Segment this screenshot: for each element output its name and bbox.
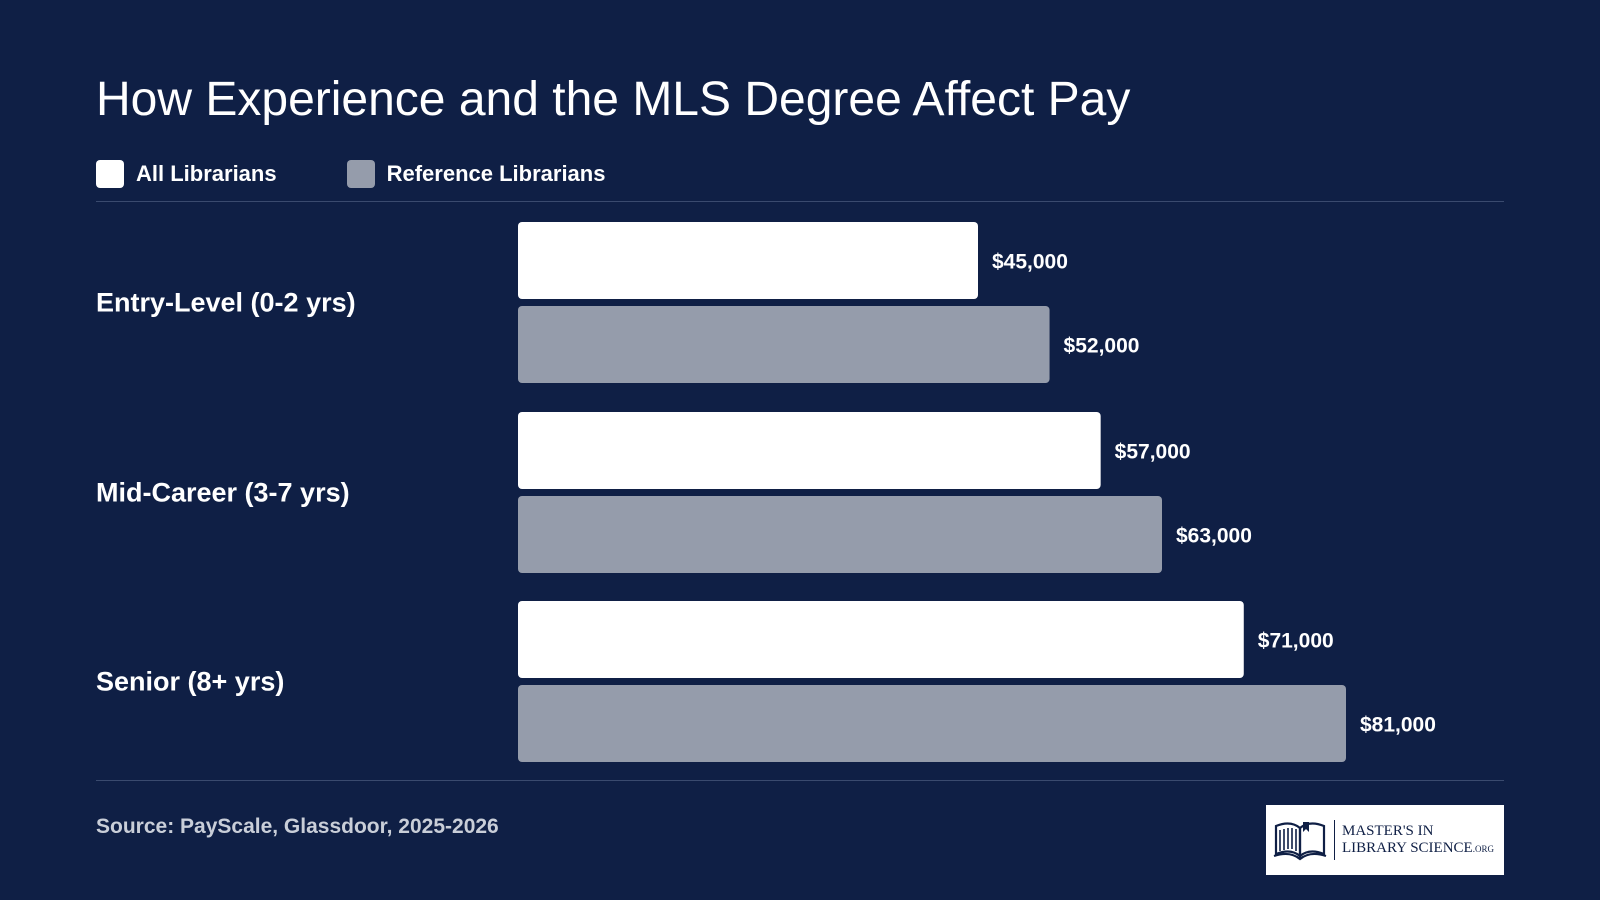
legend-item-all-librarians: All Librarians — [96, 160, 277, 188]
category-label-senior-8-yrs: Senior (8+ yrs) — [96, 667, 284, 697]
logo: MASTER'S IN LIBRARY SCIENCE.ORG — [1266, 805, 1504, 875]
category-label-entry-level-0-2-yrs: Entry-Level (0-2 yrs) — [96, 288, 356, 318]
logo-line-1: MASTER'S IN — [1342, 822, 1434, 839]
logo-text: MASTER'S IN LIBRARY SCIENCE.ORG — [1342, 823, 1494, 858]
legend: All Librarians Reference Librarians — [96, 160, 675, 188]
category-label-mid-career-3-7-yrs: Mid-Career (3-7 yrs) — [96, 478, 350, 508]
value-label-all-librarians-senior-8-yrs: $71,000 — [1258, 630, 1334, 653]
bar-all-librarians-senior-8-yrs — [518, 601, 1244, 678]
logo-line-2: LIBRARY SCIENCE.ORG — [1342, 840, 1494, 858]
value-label-all-librarians-mid-career-3-7-yrs: $57,000 — [1115, 441, 1191, 464]
value-label-reference-librarians-senior-8-yrs: $81,000 — [1360, 714, 1436, 737]
top-divider — [96, 201, 1504, 202]
chart-title: How Experience and the MLS Degree Affect… — [96, 73, 1131, 126]
bar-reference-librarians-mid-career-3-7-yrs — [518, 496, 1162, 573]
legend-swatch-all-librarians — [96, 160, 124, 188]
legend-label-reference-librarians: Reference Librarians — [386, 161, 606, 186]
source-note: Source: PayScale, Glassdoor, 2025-2026 — [96, 815, 499, 838]
open-book-icon — [1273, 822, 1327, 861]
legend-swatch-reference-librarians — [346, 160, 375, 188]
value-label-reference-librarians-mid-career-3-7-yrs: $63,000 — [1176, 525, 1252, 548]
bar-reference-librarians-senior-8-yrs — [518, 685, 1346, 762]
bar-all-librarians-mid-career-3-7-yrs — [518, 412, 1101, 489]
bar-reference-librarians-entry-level-0-2-yrs — [518, 306, 1050, 383]
value-label-all-librarians-entry-level-0-2-yrs: $45,000 — [992, 251, 1068, 274]
bottom-divider — [96, 780, 1504, 781]
logo-suffix: .ORG — [1472, 843, 1494, 854]
legend-label-all-librarians: All Librarians — [136, 161, 277, 186]
logo-line-2-main: LIBRARY SCIENCE — [1342, 839, 1473, 856]
logo-divider — [1334, 820, 1335, 860]
value-label-reference-librarians-entry-level-0-2-yrs: $52,000 — [1064, 335, 1140, 358]
legend-item-reference-librarians: Reference Librarians — [346, 160, 606, 188]
bar-all-librarians-entry-level-0-2-yrs — [518, 222, 978, 299]
